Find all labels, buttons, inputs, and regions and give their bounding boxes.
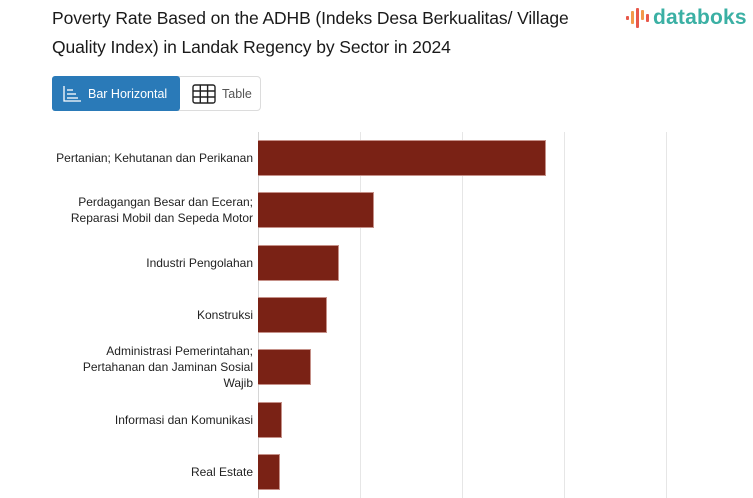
bar-chart-horizontal-icon <box>63 85 81 102</box>
bar[interactable] <box>258 453 281 490</box>
bar-horizontal-label: Bar Horizontal <box>88 86 168 101</box>
bar-row: Real Estate <box>0 446 753 498</box>
gridline <box>666 132 667 498</box>
bar[interactable] <box>258 349 312 386</box>
table-button[interactable]: Table <box>180 77 252 110</box>
bar-chart: Pertanian; Kehutanan dan Perikanan Perdag… <box>0 132 753 498</box>
gridline <box>462 132 463 498</box>
logo-text: databoks <box>653 6 747 29</box>
gridline <box>360 132 361 498</box>
gridline <box>564 132 565 498</box>
bar[interactable] <box>258 296 328 333</box>
category-label: Perdagangan Besar dan Eceran; Reparasi M… <box>70 195 253 226</box>
bar[interactable] <box>258 140 546 176</box>
category-label: Informasi dan Komunikasi <box>114 412 253 427</box>
category-label: Real Estate <box>190 464 253 479</box>
bar-row: Perdagangan Besar dan Eceran; Reparasi M… <box>0 184 753 236</box>
logo-bars-icon <box>626 6 652 30</box>
bar[interactable] <box>258 244 339 281</box>
category-label: Industri Pengolahan <box>146 255 253 270</box>
category-label: Konstruksi <box>196 307 253 322</box>
bar[interactable] <box>258 401 283 438</box>
databoks-logo[interactable]: databoks <box>626 6 747 30</box>
chart-title: Poverty Rate Based on the ADHB (Indeks D… <box>52 8 569 57</box>
view-toggle: Bar Horizontal Table <box>52 76 261 111</box>
bar-row: Konstruksi <box>0 289 753 341</box>
bar-row: Administrasi Pemerintahan; Pertahanan da… <box>0 341 753 393</box>
table-grid-icon <box>192 83 216 104</box>
category-label: Pertanian; Kehutanan dan Perikanan <box>56 151 253 165</box>
bar-row: Informasi dan Komunikasi <box>0 394 753 446</box>
bar[interactable] <box>258 192 375 229</box>
bar-row: Pertanian; Kehutanan dan Perikanan <box>0 132 753 184</box>
category-label: Administrasi Pemerintahan; Pertahanan da… <box>82 344 253 391</box>
bar-horizontal-button[interactable]: Bar Horizontal <box>52 76 180 111</box>
bar-row: Industri Pengolahan <box>0 237 753 289</box>
table-label: Table <box>222 86 252 101</box>
